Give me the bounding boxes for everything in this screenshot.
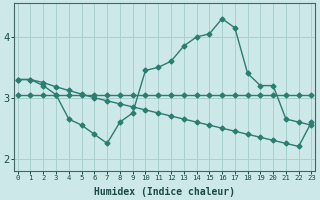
X-axis label: Humidex (Indice chaleur): Humidex (Indice chaleur): [94, 186, 235, 197]
